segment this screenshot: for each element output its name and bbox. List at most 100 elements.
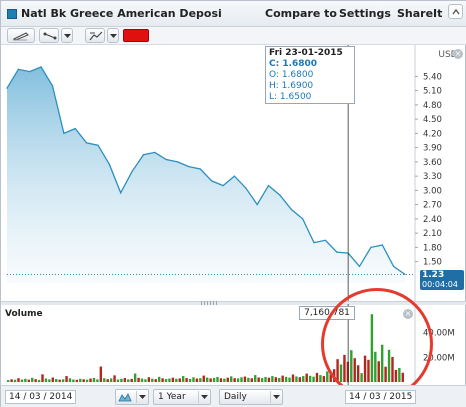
volume-bar [298, 377, 302, 382]
interval-chevron-icon[interactable] [270, 391, 281, 403]
volume-bar [271, 376, 274, 382]
volume-bar [370, 314, 374, 382]
title-bar: Natl Bk Greece American Deposi Compare t… [1, 1, 466, 27]
volume-bar [175, 378, 178, 382]
volume-tick-label: 20.00M [423, 353, 455, 363]
volume-bar [157, 376, 161, 382]
volume-bar [92, 377, 96, 382]
line-tool-dropdown-chevron-icon[interactable] [61, 28, 73, 43]
volume-bar [353, 358, 356, 382]
pencil-icon[interactable] [7, 28, 35, 43]
main-close-icon[interactable]: × [453, 49, 463, 59]
volume-bar [51, 377, 54, 382]
price-tick-label: 4.80 [423, 101, 442, 111]
price-point [188, 166, 190, 168]
volume-bar [41, 374, 44, 382]
volume-bar [34, 379, 37, 382]
volume-bar [199, 378, 202, 382]
tooltip-open: O: 1.6800 [269, 70, 314, 80]
volume-bar [164, 379, 168, 382]
price-tick-label: 3.00 [423, 186, 442, 196]
collapse-chevron-icon[interactable] [448, 4, 463, 19]
volume-bar [72, 379, 75, 382]
price-point [63, 132, 65, 134]
price-point [17, 68, 19, 70]
volume-bar [44, 378, 48, 382]
volume-bar [240, 377, 243, 382]
pane-divider[interactable] [1, 301, 466, 305]
volume-tooltip: 7,160,781 [299, 306, 355, 320]
volume-bar [243, 376, 247, 382]
line-tool-icon[interactable] [39, 28, 59, 43]
volume-bar [37, 379, 41, 382]
volume-bar [27, 379, 30, 382]
volume-bar [137, 377, 140, 382]
resize-grip-icon[interactable] [201, 301, 219, 305]
tooltip-high: H: 1.6900 [269, 81, 314, 91]
volume-bar [113, 375, 116, 382]
price-tick-label: 4.20 [423, 129, 442, 139]
price-point [154, 151, 156, 153]
chart-type-chevron-icon[interactable] [136, 391, 147, 403]
price-point [6, 87, 8, 89]
volume-close-icon[interactable]: × [403, 309, 413, 319]
price-point [358, 265, 361, 267]
price-tick-label: 5.10 [423, 87, 442, 97]
period-chevron-icon[interactable] [198, 391, 209, 403]
price-chart[interactable]: USD 5.40 5.10 4.80 4.50 4.20 3.90 3.60 3.30 3.00 2… [1, 45, 466, 303]
volume-bar [350, 350, 353, 382]
volume-bar [401, 372, 404, 382]
trend-tool-dropdown-chevron-icon[interactable] [107, 28, 119, 43]
volume-bar [219, 378, 223, 382]
start-date-field[interactable]: 14 / 03 / 2014 [5, 390, 77, 404]
volume-bar [161, 378, 164, 382]
price-tick-label: 3.60 [423, 158, 442, 168]
volume-bar [394, 369, 398, 382]
volume-bar [250, 378, 253, 382]
volume-bar [31, 377, 34, 382]
draw-color-swatch[interactable] [123, 29, 149, 42]
volume-bar [319, 375, 322, 382]
chart-type-select[interactable] [115, 389, 149, 405]
interval-value: Daily [224, 392, 247, 402]
price-point [51, 85, 54, 87]
volume-bar [24, 378, 27, 382]
volume-bar [68, 378, 72, 382]
price-point [211, 180, 213, 182]
price-tick-label: 5.40 [423, 72, 442, 82]
volume-bar [295, 376, 298, 382]
price-point [142, 154, 145, 156]
price-tick-label: 2.40 [423, 215, 442, 225]
volume-bar [79, 378, 82, 382]
volume-bar [315, 372, 319, 382]
volume-bar [254, 375, 257, 382]
shareit-button[interactable]: ShareIt [397, 7, 443, 20]
volume-bar [260, 378, 264, 382]
ohlc-tooltip: Fri 23-01-2015 C: 1.6800 O: 1.6800 H: 1.… [265, 46, 355, 104]
volume-bar [387, 349, 391, 382]
volume-bar [308, 375, 312, 382]
price-tick-label: 2.70 [423, 201, 442, 211]
volume-bar [226, 377, 229, 382]
last-price: 1.23 [422, 270, 445, 280]
volume-bar [147, 377, 151, 382]
trend-tool-icon[interactable] [85, 28, 105, 43]
volume-chart[interactable]: 40.00M 20.00M [1, 304, 466, 385]
end-date-field[interactable]: 14 / 03 / 2015 [345, 390, 417, 404]
price-point [245, 187, 247, 189]
interval-select[interactable]: Daily [219, 389, 283, 405]
volume-bar [85, 379, 89, 382]
volume-bar [223, 378, 226, 382]
volume-bar [326, 371, 329, 382]
settings-button[interactable]: Settings [339, 7, 391, 20]
volume-bar [151, 378, 154, 382]
volume-bar [264, 376, 267, 382]
volume-bar [360, 373, 363, 382]
compare-to-button[interactable]: Compare to [265, 7, 337, 20]
volume-bar [336, 359, 339, 382]
price-point [233, 175, 236, 177]
volume-bar [391, 356, 394, 382]
period-select[interactable]: 1 Year [153, 389, 211, 405]
volume-bar [168, 378, 171, 382]
volume-bar [312, 376, 315, 382]
